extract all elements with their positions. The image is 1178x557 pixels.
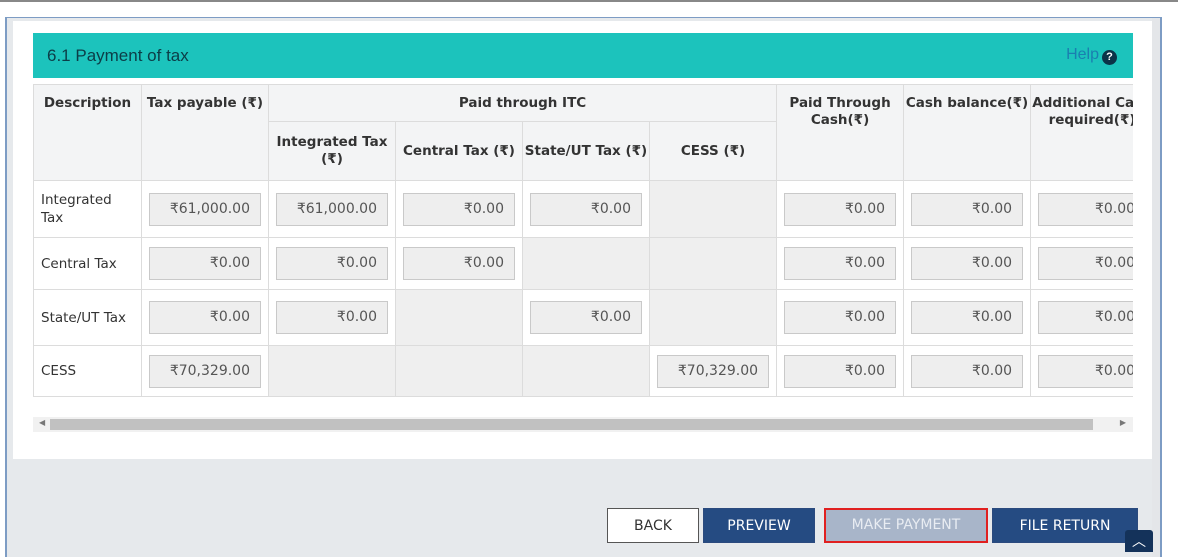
cell-additional: ₹0.00 [1030,180,1133,238]
table-row: Central Tax ₹0.00 ₹0.00 ₹0.00 ₹0.00 ₹0.00 ₹0.0… [33,237,1133,290]
cell-state: ₹0.00 [522,180,650,238]
cell-integrated: ₹0.00 [268,289,396,346]
cell-central: ₹0.00 [395,180,523,238]
central-field[interactable]: ₹0.00 [403,192,515,226]
top-divider [0,0,1178,2]
payment-of-tax-table: Description Tax payable (₹) Paid through… [33,84,1133,397]
cell-payable: ₹0.00 [141,289,269,346]
paid-cash-field[interactable]: ₹0.00 [784,354,897,388]
row-description: CESS [33,345,142,397]
table-row: Integrated Tax ₹61,000.00 ₹61,000.00 ₹0.00 ₹… [33,180,1133,238]
row-description: Integrated Tax [33,180,142,238]
make-payment-button[interactable]: MAKE PAYMENT [824,508,988,543]
central-field[interactable]: ₹0.00 [403,247,515,280]
preview-button[interactable]: PREVIEW [703,508,815,543]
integrated-field[interactable]: ₹0.00 [276,247,388,280]
empty-cell [395,345,523,397]
cell-integrated: ₹61,000.00 [268,180,396,238]
state-field[interactable]: ₹0.00 [530,192,642,226]
header-paid-cash: Paid Through Cash(₹) [776,84,905,181]
cash-balance-field[interactable]: ₹0.00 [911,192,1024,226]
paid-cash-field[interactable]: ₹0.00 [784,192,897,226]
cash-balance-field[interactable]: ₹0.00 [911,354,1024,388]
header-description: Description [33,84,142,181]
cell-paid_cash: ₹0.00 [776,345,905,397]
cell-cash_balance: ₹0.00 [903,345,1032,397]
empty-cell [522,345,650,397]
cell-cash_balance: ₹0.00 [903,180,1032,238]
header-additional-cash: Additional Cash required(₹) [1030,84,1133,181]
additional-field[interactable]: ₹0.00 [1038,301,1133,334]
cell-paid_cash: ₹0.00 [776,237,905,290]
cell-payable: ₹61,000.00 [141,180,269,238]
cell-additional: ₹0.00 [1030,345,1133,397]
header-state-tax: State/UT Tax (₹) [522,121,650,181]
header-cess: CESS (₹) [648,121,778,181]
page-scrollbar[interactable] [1152,18,1160,557]
empty-cell [648,180,778,238]
scroll-right-icon[interactable]: ▶ [1119,418,1126,427]
help-label: Help [1066,46,1099,63]
cell-cash_balance: ₹0.00 [903,237,1032,290]
cell-paid_cash: ₹0.00 [776,180,905,238]
additional-field[interactable]: ₹0.00 [1038,354,1133,388]
payable-field[interactable]: ₹61,000.00 [149,192,261,226]
integrated-field[interactable]: ₹61,000.00 [276,192,388,226]
row-description: State/UT Tax [33,289,142,346]
additional-field[interactable]: ₹0.00 [1038,192,1133,226]
cell-cess: ₹70,329.00 [648,345,778,397]
empty-cell [522,237,650,290]
header-tax-payable: Tax payable (₹) [141,84,269,181]
horizontal-scrollbar[interactable]: ◀ ▶ [33,417,1133,432]
header-cash-balance: Cash balance(₹) [903,84,1032,181]
payable-field[interactable]: ₹70,329.00 [149,354,261,388]
state-field[interactable]: ₹0.00 [530,301,642,334]
section-header: 6.1 Payment of tax Help? [33,33,1133,78]
scrollbar-thumb[interactable] [50,419,1093,430]
cell-cash_balance: ₹0.00 [903,289,1032,346]
integrated-field[interactable]: ₹0.00 [276,301,388,334]
cash-balance-field[interactable]: ₹0.00 [911,247,1024,280]
payable-field[interactable]: ₹0.00 [149,301,261,334]
question-circle-icon: ? [1102,50,1117,65]
empty-cell [648,289,778,346]
scroll-left-icon[interactable]: ◀ [39,418,46,427]
tax-table-wrapper: Description Tax payable (₹) Paid through… [33,84,1133,398]
help-link[interactable]: Help? [1066,46,1117,65]
cess-field[interactable]: ₹70,329.00 [657,354,770,388]
header-integrated-tax: Integrated Tax (₹) [268,121,396,181]
cell-payable: ₹70,329.00 [141,345,269,397]
paid-cash-field[interactable]: ₹0.00 [784,301,897,334]
chevron-up-icon: ︿ [1132,534,1146,550]
empty-cell [648,237,778,290]
table-row: State/UT Tax ₹0.00 ₹0.00 ₹0.00 ₹0.00 ₹0.00 ₹0.… [33,289,1133,346]
back-button[interactable]: BACK [607,508,699,543]
cell-paid_cash: ₹0.00 [776,289,905,346]
table-row: CESS ₹70,329.00 ₹70,329.00 ₹0.00 ₹0.00 ₹0.00 [33,345,1133,397]
cash-balance-field[interactable]: ₹0.00 [911,301,1024,334]
cell-payable: ₹0.00 [141,237,269,290]
empty-cell [268,345,396,397]
cell-state: ₹0.00 [522,289,650,346]
cell-central: ₹0.00 [395,237,523,290]
scroll-to-top-button[interactable]: ︿ [1125,530,1153,552]
paid-cash-field[interactable]: ₹0.00 [784,247,897,280]
empty-cell [395,289,523,346]
cell-additional: ₹0.00 [1030,237,1133,290]
payable-field[interactable]: ₹0.00 [149,247,261,280]
additional-field[interactable]: ₹0.00 [1038,247,1133,280]
header-central-tax: Central Tax (₹) [395,121,523,181]
header-paid-itc: Paid through ITC [267,84,778,122]
cell-integrated: ₹0.00 [268,237,396,290]
row-description: Central Tax [33,237,142,290]
file-return-button[interactable]: FILE RETURN [992,508,1138,543]
cell-additional: ₹0.00 [1030,289,1133,346]
section-title: 6.1 Payment of tax [47,46,189,65]
